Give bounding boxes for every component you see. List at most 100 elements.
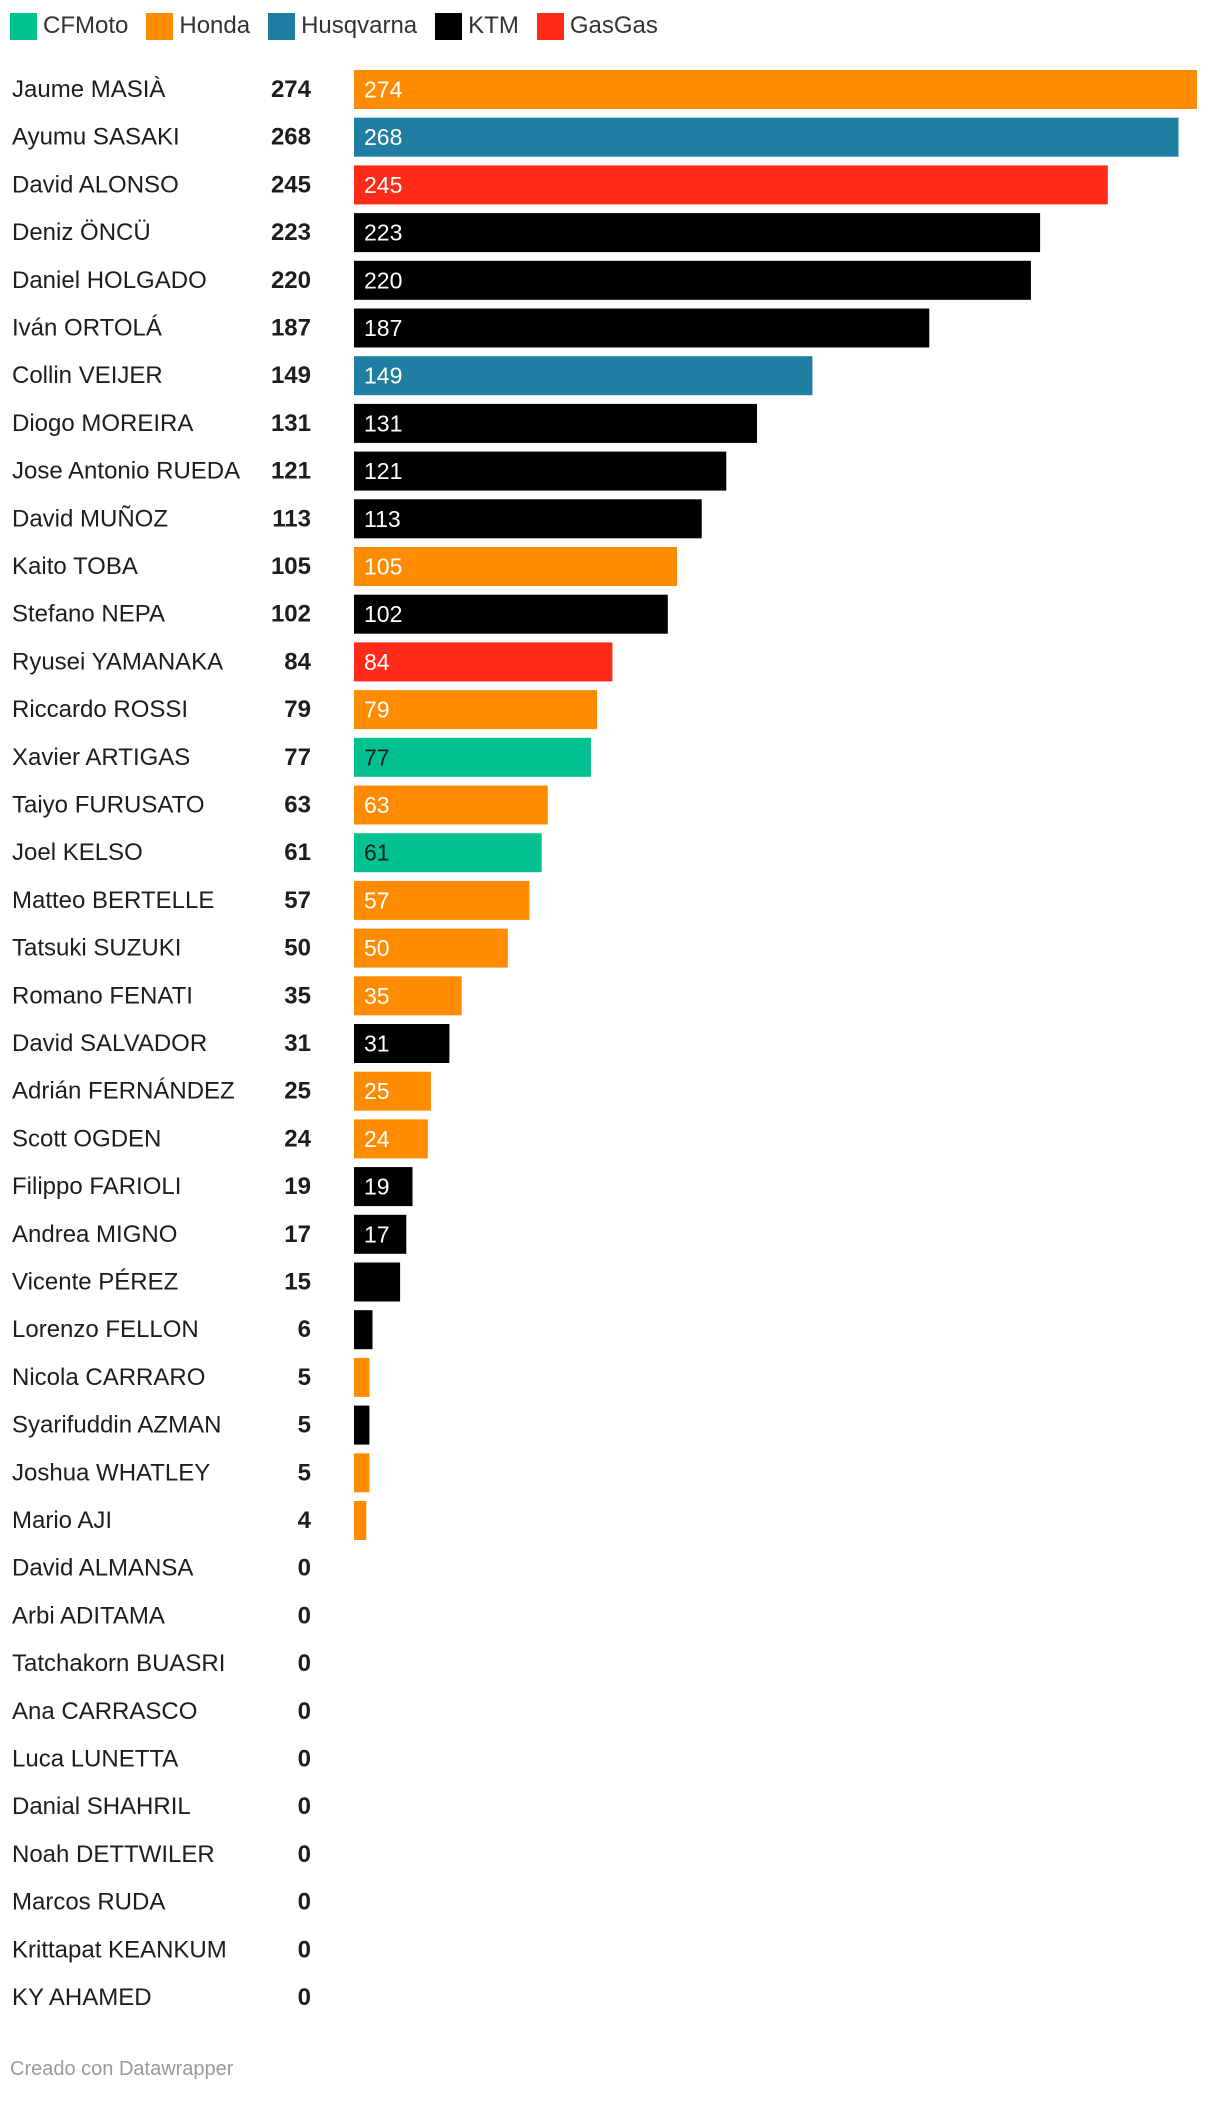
rider-name-david-salvador: David SALVADOR <box>12 1030 207 1057</box>
bar-ivan-ortola <box>354 308 930 348</box>
legend-item-ktm: KTM <box>435 12 519 40</box>
points-value-xavier-artigas: 77 <box>284 744 311 771</box>
bar-chart: Jaume MASIÀ 274 274 Ayumu SASAKI 268 268 David… <box>12 70 1197 2011</box>
points-value-ryusei-yamanaka: 84 <box>284 648 311 675</box>
bar-jaume-masia <box>354 70 1197 109</box>
bar-label-david-alonso: 245 <box>364 172 402 198</box>
points-value-jaume-masia: 274 <box>271 76 312 103</box>
points-value-danial-shahril: 0 <box>298 1793 311 1820</box>
bar-label-matteo-bertelle: 57 <box>364 887 390 913</box>
rider-name-collin-veijer: Collin VEIJER <box>12 362 163 389</box>
rider-name-ryusei-yamanaka: Ryusei YAMANAKA <box>12 648 223 675</box>
points-value-riccardo-rossi: 79 <box>284 696 311 723</box>
legend-label-husqvarna: Husqvarna <box>301 12 418 39</box>
bar-label-kaito-toba: 105 <box>364 554 402 580</box>
rider-name-joel-kelso: Joel KELSO <box>12 839 143 866</box>
points-value-scott-ogden: 24 <box>284 1125 311 1152</box>
bar-deniz-oncu <box>354 213 1041 253</box>
bar-label-david-salvador: 31 <box>364 1031 390 1057</box>
rider-name-david-almansa: David ALMANSA <box>12 1555 193 1582</box>
bar-label-diogo-moreira: 131 <box>364 410 402 436</box>
bar-stefano-nepa <box>354 594 668 634</box>
points-value-tatsuki-suzuki: 50 <box>284 935 311 962</box>
rider-name-krittapat-keankum: Krittapat KEANKUM <box>12 1936 227 1963</box>
bar-label-ryusei-yamanaka: 84 <box>364 649 390 675</box>
bar-label-david-munoz: 113 <box>364 506 401 532</box>
points-value-mario-aji: 4 <box>298 1507 312 1534</box>
points-value-krittapat-keankum: 0 <box>298 1936 311 1963</box>
bar-syarifuddin-azman <box>354 1405 370 1445</box>
points-value-lorenzo-fellon: 6 <box>298 1316 311 1343</box>
points-value-adrian-fernandez: 25 <box>284 1078 311 1105</box>
bar-label-collin-veijer: 149 <box>364 363 402 389</box>
rider-name-stefano-nepa: Stefano NEPA <box>12 601 165 628</box>
points-value-marcos-ruda: 0 <box>298 1889 311 1916</box>
rider-name-tatchakorn-buasri: Tatchakorn BUASRI <box>12 1650 225 1677</box>
bar-label-tatsuki-suzuki: 50 <box>364 935 390 961</box>
points-value-deniz-oncu: 223 <box>271 219 311 246</box>
points-value-andrea-migno: 17 <box>284 1221 311 1248</box>
rider-name-syarifuddin-azman: Syarifuddin AZMAN <box>12 1412 221 1439</box>
points-value-taiyo-furusato: 63 <box>284 792 311 819</box>
chart-legend: CFMoto Honda Husqvarna KTM GasGas <box>10 10 658 42</box>
bar-label-jose-antonio-rueda: 121 <box>364 458 402 484</box>
rider-name-scott-ogden: Scott OGDEN <box>12 1125 161 1152</box>
legend-item-husqvarna: Husqvarna <box>268 12 417 40</box>
points-value-ivan-ortola: 187 <box>271 315 311 342</box>
legend-swatch-husqvarna <box>268 12 296 40</box>
bar-daniel-holgado <box>354 260 1031 300</box>
legend-item-honda: Honda <box>146 12 250 40</box>
bar-ayumu-sasaki <box>354 117 1179 157</box>
rider-name-deniz-oncu: Deniz ÖNCÜ <box>12 219 151 246</box>
points-value-joel-kelso: 61 <box>284 839 311 866</box>
rider-name-nicola-carraro: Nicola CARRARO <box>12 1364 205 1391</box>
rider-name-xavier-artigas: Xavier ARTIGAS <box>12 744 190 771</box>
points-value-matteo-bertelle: 57 <box>284 887 311 914</box>
points-value-joshua-whatley: 5 <box>298 1459 311 1486</box>
legend-label-ktm: KTM <box>468 12 519 39</box>
bar-label-taiyo-furusato: 63 <box>364 792 390 818</box>
bar-label-adrian-fernandez: 25 <box>364 1078 390 1104</box>
legend-swatch-ktm <box>435 12 463 40</box>
bar-riccardo-rossi <box>354 690 598 730</box>
points-value-ana-carrasco: 0 <box>298 1698 311 1725</box>
legend-item-gasgas: GasGas <box>536 12 658 40</box>
points-value-ayumu-sasaki: 268 <box>271 124 311 151</box>
bar-ryusei-yamanaka <box>354 642 613 682</box>
bar-nicola-carraro <box>354 1357 370 1397</box>
bar-adrian-fernandez <box>354 1071 431 1111</box>
rider-name-filippo-farioli: Filippo FARIOLI <box>12 1173 181 1200</box>
rider-name-vicente-perez: Vicente PÉREZ <box>12 1269 178 1296</box>
bar-taiyo-furusato <box>354 785 548 825</box>
legend-label-gasgas: GasGas <box>569 12 658 39</box>
points-value-noah-dettwiler: 0 <box>298 1841 311 1868</box>
bar-label-romano-fenati: 35 <box>364 983 390 1009</box>
bar-mario-aji <box>354 1501 367 1540</box>
rider-name-kaito-toba: Kaito TOBA <box>12 553 138 580</box>
bar-diogo-moreira <box>354 403 757 443</box>
points-value-daniel-holgado: 220 <box>271 267 311 294</box>
bar-label-andrea-migno: 17 <box>364 1221 390 1247</box>
bar-david-salvador <box>354 1024 450 1063</box>
bar-joel-kelso <box>354 833 542 873</box>
points-value-nicola-carraro: 5 <box>298 1364 311 1391</box>
points-value-stefano-nepa: 102 <box>271 601 311 628</box>
legend-item-cfmoto: CFMoto <box>10 12 128 40</box>
legend-swatch-honda <box>146 12 174 40</box>
bar-david-munoz <box>354 499 702 539</box>
rider-name-ayumu-sasaki: Ayumu SASAKI <box>12 124 180 151</box>
rider-name-ky-ahamed: KY AHAMED <box>12 1984 152 2011</box>
rider-name-danial-shahril: Danial SHAHRIL <box>12 1793 191 1820</box>
points-value-tatchakorn-buasri: 0 <box>298 1650 311 1677</box>
bar-tatsuki-suzuki <box>354 928 508 968</box>
points-value-luca-lunetta: 0 <box>298 1746 311 1773</box>
rider-name-daniel-holgado: Daniel HOLGADO <box>12 267 207 294</box>
rider-name-joshua-whatley: Joshua WHATLEY <box>12 1459 210 1486</box>
bar-label-riccardo-rossi: 79 <box>364 697 390 723</box>
bar-david-alonso <box>354 165 1108 205</box>
bar-joshua-whatley <box>354 1453 370 1493</box>
legend-swatch-gasgas <box>536 12 564 40</box>
bar-kaito-toba <box>354 547 677 586</box>
rider-name-romano-fenati: Romano FENATI <box>12 982 193 1009</box>
bar-label-daniel-holgado: 220 <box>364 267 402 293</box>
